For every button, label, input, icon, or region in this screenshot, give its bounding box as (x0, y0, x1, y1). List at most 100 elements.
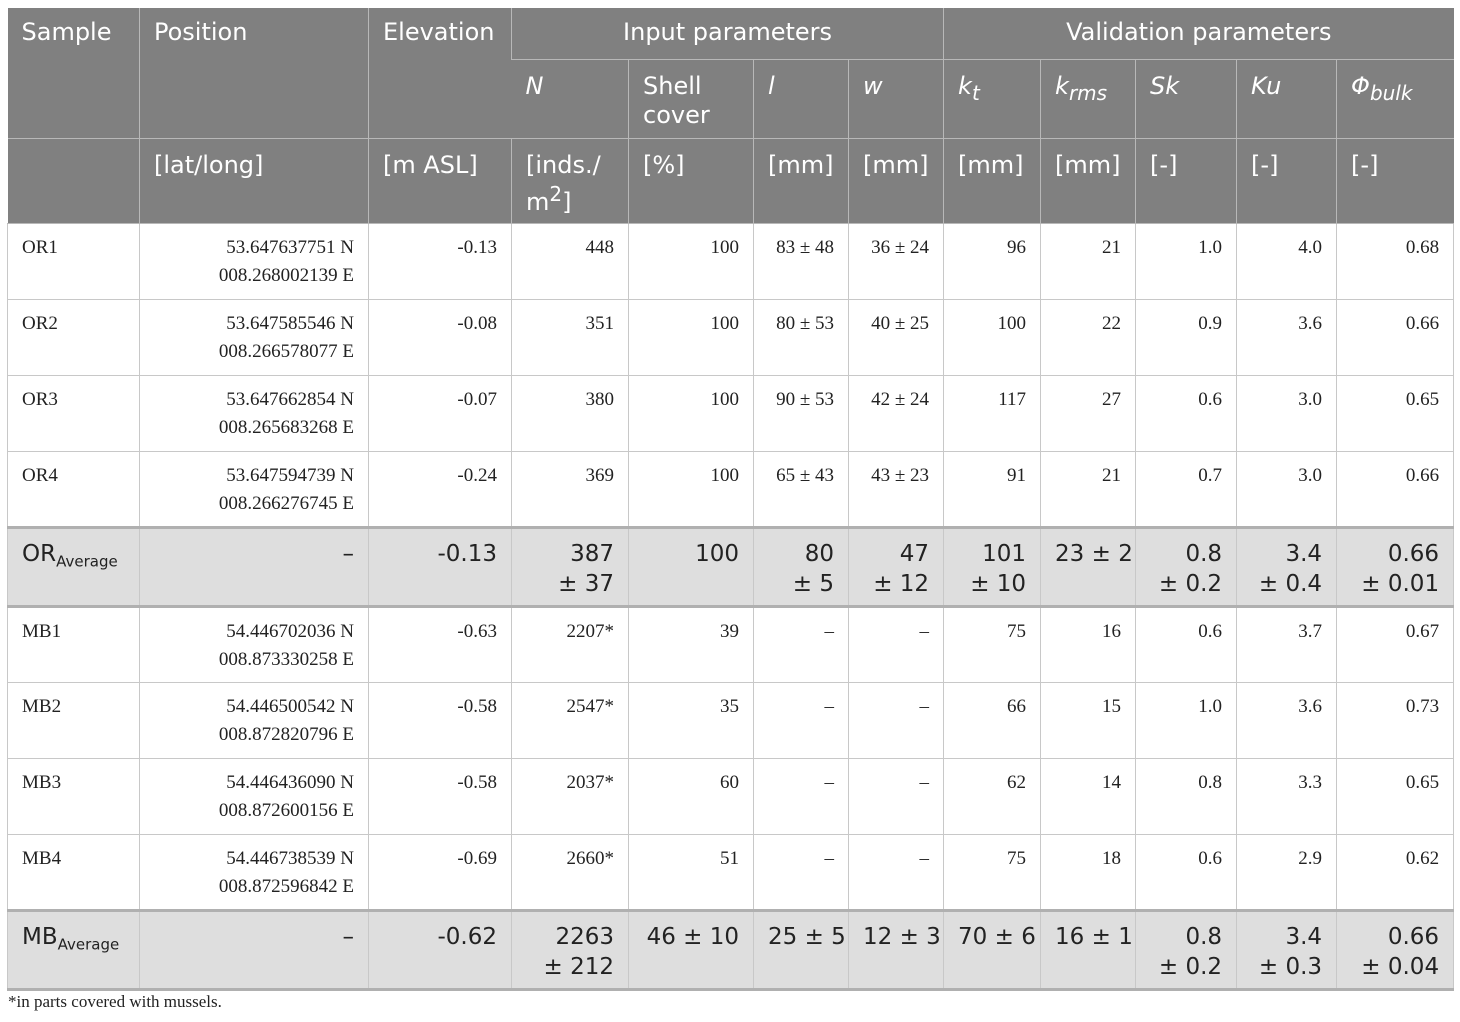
cell-l: 80 ± 5 (753, 525, 849, 608)
cell-elev: -0.08 (368, 299, 512, 376)
value-line: ± 12 (873, 570, 930, 597)
cell-ku: 3.6 (1236, 299, 1338, 376)
cell-n: 369 (511, 451, 629, 528)
cell-l: 80 ± 53 (753, 299, 849, 376)
cell-shell: 100 (628, 223, 754, 300)
longitude: 008.266276745 E (218, 492, 354, 514)
value-line: 70 ± 6 (958, 923, 1036, 950)
average-label: MB (22, 923, 58, 950)
cell-l: 83 ± 48 (753, 223, 849, 300)
cell-w: – (847, 682, 945, 759)
cell-elev: -0.63 (368, 606, 512, 683)
cell-phi: 0.66 (1336, 299, 1455, 376)
cell-sk: 0.6 (1135, 375, 1238, 452)
value-line: 101 (982, 540, 1027, 567)
cell-krms: 23 ± 2 (1040, 525, 1137, 608)
header-sk: Sk (1135, 59, 1237, 139)
cell-elev: -0.69 (368, 834, 512, 911)
cell-phi: 0.65 (1336, 375, 1455, 452)
cell-sample: OR3 (7, 375, 140, 452)
value-line: ± 0.2 (1158, 953, 1223, 980)
header-validation-parameters: Validation parameters (943, 8, 1454, 60)
unit-sk: [-] (1135, 138, 1237, 224)
cell-shell: 35 (628, 682, 754, 759)
value-line: 3.4 (1285, 540, 1323, 567)
cell-shell: 60 (628, 758, 754, 835)
value-line: 12 ± 3 (863, 923, 941, 950)
value-line: 0.8 (1185, 540, 1223, 567)
cell-w: 36 ± 24 (847, 223, 945, 300)
header-w: w (847, 59, 944, 139)
cell-phi: 0.67 (1336, 606, 1455, 683)
latitude: 54.446500542 N (226, 695, 354, 717)
cell-sample: MBAverage (7, 908, 140, 991)
average-label-sub: Average (56, 552, 118, 571)
cell-kt: 91 (943, 451, 1042, 528)
cell-elev: -0.13 (368, 223, 512, 300)
cell-kt: 70 ± 6 (943, 908, 1042, 991)
cell-krms: 16 ± 1 (1040, 908, 1137, 991)
cell-kt: 96 (943, 223, 1042, 300)
cell-ku: 3.3 (1236, 758, 1338, 835)
cell-ku: 3.6 (1236, 682, 1338, 759)
value-line: 16 ± 1 (1055, 923, 1133, 950)
cell-position: 54.446738539 N 008.872596842 E (139, 834, 369, 911)
cell-position: 53.647662854 N 008.265683268 E (139, 375, 369, 452)
cell-shell: 39 (628, 606, 754, 683)
cell-sample: MB1 (7, 606, 140, 683)
cell-l: – (753, 758, 849, 835)
cell-l: – (753, 834, 849, 911)
latitude: 53.647585546 N (226, 312, 354, 334)
cell-elev: -0.58 (368, 758, 512, 835)
cell-sample: MB4 (7, 834, 140, 911)
cell-n: 448 (511, 223, 629, 300)
cell-position: 53.647637751 N 008.268002139 E (139, 223, 369, 300)
table-row: OR1 53.647637751 N 008.268002139 E -0.13 448… (7, 223, 1455, 300)
latitude: 54.446738539 N (226, 847, 354, 869)
cell-w: 12 ± 3 (847, 908, 945, 991)
cell-krms: 22 (1040, 299, 1137, 376)
value-line: 387 (570, 540, 614, 567)
cell-elev: -0.62 (368, 908, 512, 991)
cell-ku: 4.0 (1236, 223, 1338, 300)
table-body: OR1 53.647637751 N 008.268002139 E -0.13 448… (7, 223, 1455, 991)
cell-sk: 0.8 ± 0.2 (1135, 525, 1238, 608)
cell-phi: 0.66 (1336, 451, 1455, 528)
value-line: ± 0.04 (1361, 953, 1440, 980)
header-position: Position (139, 8, 369, 139)
value-line: 46 ± 10 (646, 923, 739, 950)
cell-shell: 51 (628, 834, 754, 911)
cell-n: 351 (511, 299, 629, 376)
cell-sample: MB3 (7, 758, 140, 835)
unit-phi: [-] (1336, 138, 1454, 224)
cell-n: 2037* (511, 758, 629, 835)
cell-l: 25 ± 5 (753, 908, 849, 991)
cell-krms: 15 (1040, 682, 1137, 759)
cell-position: 53.647585546 N 008.266578077 E (139, 299, 369, 376)
cell-w: 43 ± 23 (847, 451, 945, 528)
cell-sk: 0.7 (1135, 451, 1238, 528)
value-line: 0.66 (1387, 923, 1440, 950)
unit-ku: [-] (1236, 138, 1337, 224)
value-line: 2263 (555, 923, 614, 950)
cell-ku: 3.0 (1236, 375, 1338, 452)
cell-sk: 0.6 (1135, 834, 1238, 911)
header-n: N (511, 59, 629, 139)
table-row: MB2 54.446500542 N 008.872820796 E -0.58 254… (7, 682, 1455, 759)
longitude: 008.872600156 E (218, 799, 354, 821)
cell-w: 40 ± 25 (847, 299, 945, 376)
value-line: 25 ± 5 (768, 923, 846, 950)
cell-phi: 0.68 (1336, 223, 1455, 300)
cell-sample: OR1 (7, 223, 140, 300)
header-ku: Ku (1236, 59, 1337, 139)
header-krms: krms (1040, 59, 1136, 139)
table-row: MB1 54.446702036 N 008.873330258 E -0.63 220… (7, 606, 1455, 683)
cell-kt: 100 (943, 299, 1042, 376)
latitude: 53.647662854 N (226, 388, 354, 410)
cell-n: 2547* (511, 682, 629, 759)
cell-position: 54.446500542 N 008.872820796 E (139, 682, 369, 759)
cell-w: 47 ± 12 (847, 525, 945, 608)
value-line: ± 0.01 (1361, 570, 1440, 597)
cell-kt: 75 (943, 834, 1042, 911)
value-line: ± 0.3 (1258, 953, 1323, 980)
